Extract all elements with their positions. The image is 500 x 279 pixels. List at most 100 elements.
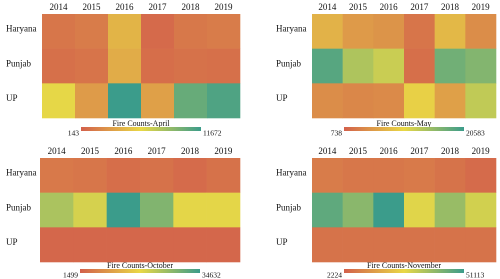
x-tick-label: 2014 [50, 2, 69, 12]
heat-cell [342, 83, 374, 119]
x-tick-label: 2015 [349, 2, 368, 12]
legend-title: Fire Counts-November [367, 261, 441, 270]
heat-cell [42, 83, 76, 119]
heat-cell [73, 227, 107, 263]
heat-cell [373, 158, 405, 193]
y-tick-label: Haryana [276, 168, 306, 178]
x-tick-label: 2017 [410, 146, 429, 156]
heat-cell [312, 83, 343, 119]
heat-cell [206, 158, 241, 193]
heat-cell [207, 14, 241, 49]
x-tick-label: 2017 [410, 2, 429, 12]
legend-title: Fire Counts-May [377, 119, 432, 128]
colorbar [344, 269, 464, 273]
x-tick-label: 2018 [441, 2, 460, 12]
y-tick-label: UP [276, 93, 288, 103]
y-tick-label: Punjab [6, 202, 32, 212]
heat-cell [73, 192, 107, 228]
heat-cell [434, 48, 466, 84]
heat-cell [404, 227, 435, 263]
heat-cell [434, 158, 466, 193]
heat-cell [342, 158, 374, 193]
y-tick-label: Punjab [6, 58, 32, 68]
heat-cell [140, 192, 174, 228]
heat-cell [206, 227, 241, 263]
heat-cell [173, 227, 207, 263]
heat-cell [373, 48, 405, 84]
heat-cell [141, 48, 175, 84]
x-tick-label: 2014 [48, 146, 67, 156]
heat-cell [465, 158, 497, 193]
heat-cell [108, 14, 142, 49]
heat-cell [141, 14, 175, 49]
heat-cell [42, 14, 76, 49]
heat-cell [465, 227, 497, 263]
colorbar-min-label: 143 [68, 129, 80, 138]
heat-cell [40, 158, 74, 193]
heat-cell [40, 227, 74, 263]
x-tick-label: 2016 [380, 2, 399, 12]
x-tick-label: 2014 [318, 2, 337, 12]
heat-cell [75, 83, 109, 119]
heat-cell [434, 192, 466, 228]
heat-cell [404, 192, 435, 228]
heat-cell [404, 83, 435, 119]
heat-cell [75, 14, 109, 49]
heat-cell [174, 48, 208, 84]
heat-cell [40, 192, 74, 228]
heat-cell [342, 48, 374, 84]
colorbar-max-label: 34632 [202, 271, 221, 279]
heat-cell [434, 83, 466, 119]
y-tick-label: UP [6, 93, 18, 103]
heat-cell [404, 48, 435, 84]
heat-cell [206, 192, 241, 228]
heat-cell [312, 227, 343, 263]
x-tick-label: 2014 [318, 146, 337, 156]
x-tick-label: 2018 [182, 2, 201, 12]
heat-cell [75, 48, 109, 84]
heat-cell [73, 158, 107, 193]
heat-cell [174, 83, 208, 119]
heat-cell [312, 192, 343, 228]
colorbar [344, 127, 464, 131]
heat-cell [312, 158, 343, 193]
heat-cell [404, 14, 435, 49]
legend-title: Fire Counts-October [107, 261, 173, 270]
colorbar-max-label: 20583 [466, 129, 485, 138]
heat-cell [465, 192, 497, 228]
colorbar [81, 127, 201, 131]
x-tick-label: 2015 [81, 146, 100, 156]
y-tick-label: Punjab [276, 58, 302, 68]
x-tick-label: 2018 [181, 146, 200, 156]
heat-cell [373, 14, 405, 49]
heat-cell [465, 14, 497, 49]
legend-title: Fire Counts-April [112, 119, 170, 128]
colorbar [80, 269, 200, 273]
x-tick-label: 2016 [380, 146, 399, 156]
x-tick-label: 2019 [472, 146, 491, 156]
x-tick-label: 2016 [116, 2, 135, 12]
heat-cell [173, 158, 207, 193]
heat-cell [312, 14, 343, 49]
heat-cell [342, 227, 374, 263]
heat-cell [140, 227, 174, 263]
colorbar-min-label: 2224 [327, 271, 342, 279]
x-tick-label: 2016 [114, 146, 133, 156]
colorbar-min-label: 1499 [63, 271, 78, 279]
x-tick-label: 2017 [148, 146, 167, 156]
heat-cell [434, 14, 466, 49]
y-tick-label: Haryana [6, 168, 36, 178]
heat-cell [106, 192, 141, 228]
heat-cell [108, 48, 142, 84]
heat-cell [42, 48, 76, 84]
heat-cell [106, 227, 141, 263]
heat-cell [342, 14, 374, 49]
heat-cell [173, 192, 207, 228]
heat-cell [465, 48, 497, 84]
heat-cell [465, 83, 497, 119]
heat-cell [373, 192, 405, 228]
y-tick-label: UP [276, 237, 288, 247]
heat-cell [373, 227, 405, 263]
x-tick-label: 2018 [441, 146, 460, 156]
